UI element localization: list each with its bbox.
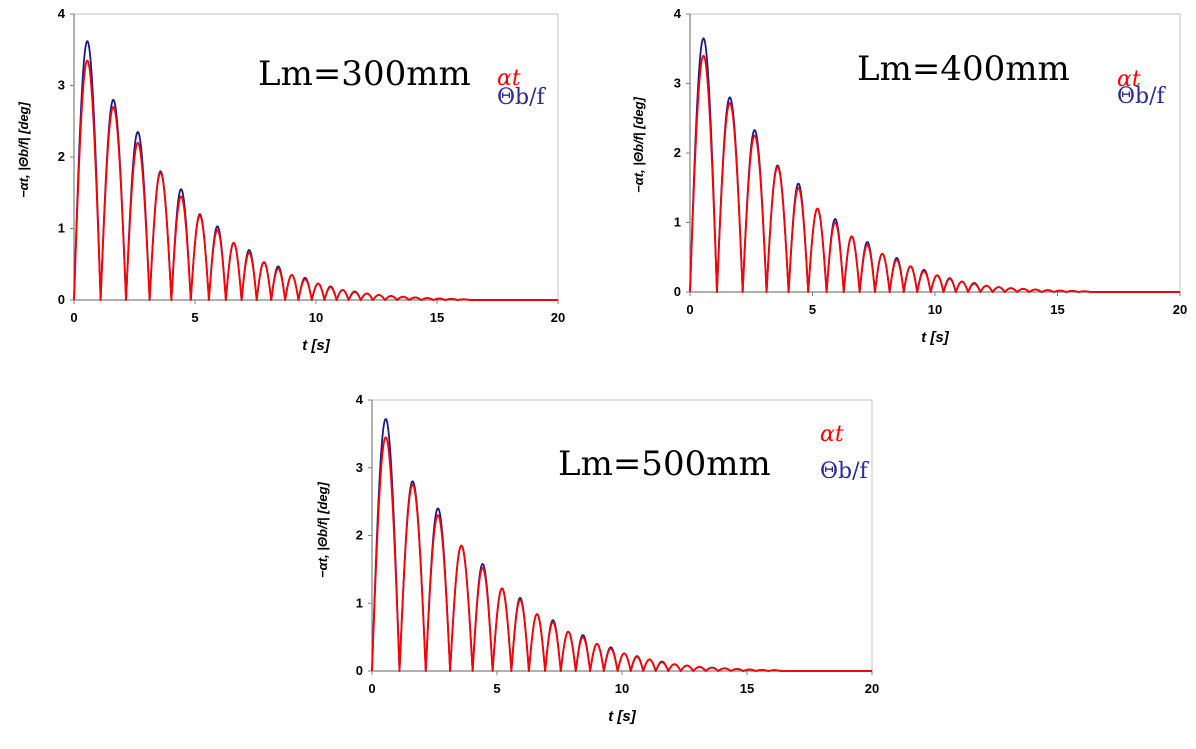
y-tick-label: 3 [674, 76, 681, 91]
legend-theta-bf: Θb/f [497, 85, 547, 110]
chart-panel-3: 0 1 2 3 4 0 5 10 15 20 t [s] −αt, |Θb/f| [deg] Lm=50… [315, 392, 879, 725]
y-axis-label: −αt, |Θb/f| [deg] [315, 481, 330, 578]
series-line-alpha-t [689, 54, 1181, 293]
x-tick-label: 20 [865, 681, 879, 696]
y-axis-label: −αt, |Θb/f| [deg] [16, 101, 31, 198]
x-tick-label: 5 [191, 310, 198, 325]
x-tick-label: 10 [309, 310, 323, 325]
y-tick-label: 0 [356, 663, 363, 678]
y-tick-label: 0 [674, 284, 681, 299]
x-tick-label: 10 [928, 302, 942, 317]
legend-alpha-t: αt [820, 422, 844, 447]
y-tick-label: 3 [356, 460, 363, 475]
x-axis-label: t [s] [302, 337, 331, 354]
x-tick-label: 5 [809, 302, 816, 317]
x-tick-label: 15 [430, 310, 444, 325]
x-tick-label: 0 [368, 681, 375, 696]
legend-alpha-t: αt [497, 66, 521, 91]
y-tick-label: 4 [58, 6, 66, 21]
y-tick-label: 2 [58, 149, 65, 164]
x-tick-label: 15 [740, 681, 754, 696]
x-tick-label: 0 [70, 310, 77, 325]
legend-alpha-t: αt [1117, 67, 1141, 92]
y-tick-label: 4 [356, 392, 364, 407]
x-tick-label: 5 [493, 681, 500, 696]
y-tick-label: 2 [356, 528, 363, 543]
y-tick-label: 1 [356, 595, 363, 610]
y-tick-label: 2 [674, 145, 681, 160]
panel-title: Lm=400mm [857, 49, 1070, 89]
x-tick-label: 0 [686, 302, 693, 317]
y-tick-label: 1 [58, 221, 65, 236]
y-tick-label: 4 [674, 6, 682, 21]
y-tick-label: 0 [58, 292, 65, 307]
x-tick-label: 20 [1173, 302, 1187, 317]
panel-title: Lm=300mm [258, 54, 471, 94]
x-axis-label: t [s] [608, 708, 637, 725]
chart-panel-2: 0 1 2 3 4 0 5 10 15 20 t [s] −αt, |Θb/f| [deg] Lm=40… [631, 6, 1187, 346]
panel-title: Lm=500mm [558, 444, 771, 484]
x-tick-label: 20 [551, 310, 565, 325]
y-tick-label: 1 [674, 215, 681, 230]
y-tick-label: 3 [58, 78, 65, 93]
series-line-alpha-t [371, 436, 873, 672]
legend-theta-bf: Θb/f [1117, 84, 1167, 109]
y-axis-label: −αt, |Θb/f| [deg] [631, 96, 646, 193]
x-axis-label: t [s] [921, 329, 950, 346]
x-tick-label: 15 [1050, 302, 1064, 317]
chart-panel-1: 0 1 2 3 4 0 5 10 15 20 t [s] −αt, |Θb/f| [deg] Lm=30… [16, 6, 565, 354]
legend-theta-bf: Θb/f [820, 459, 870, 484]
x-tick-label: 10 [615, 681, 629, 696]
plot-frame [371, 399, 873, 672]
series-line-alpha-t [73, 59, 559, 301]
